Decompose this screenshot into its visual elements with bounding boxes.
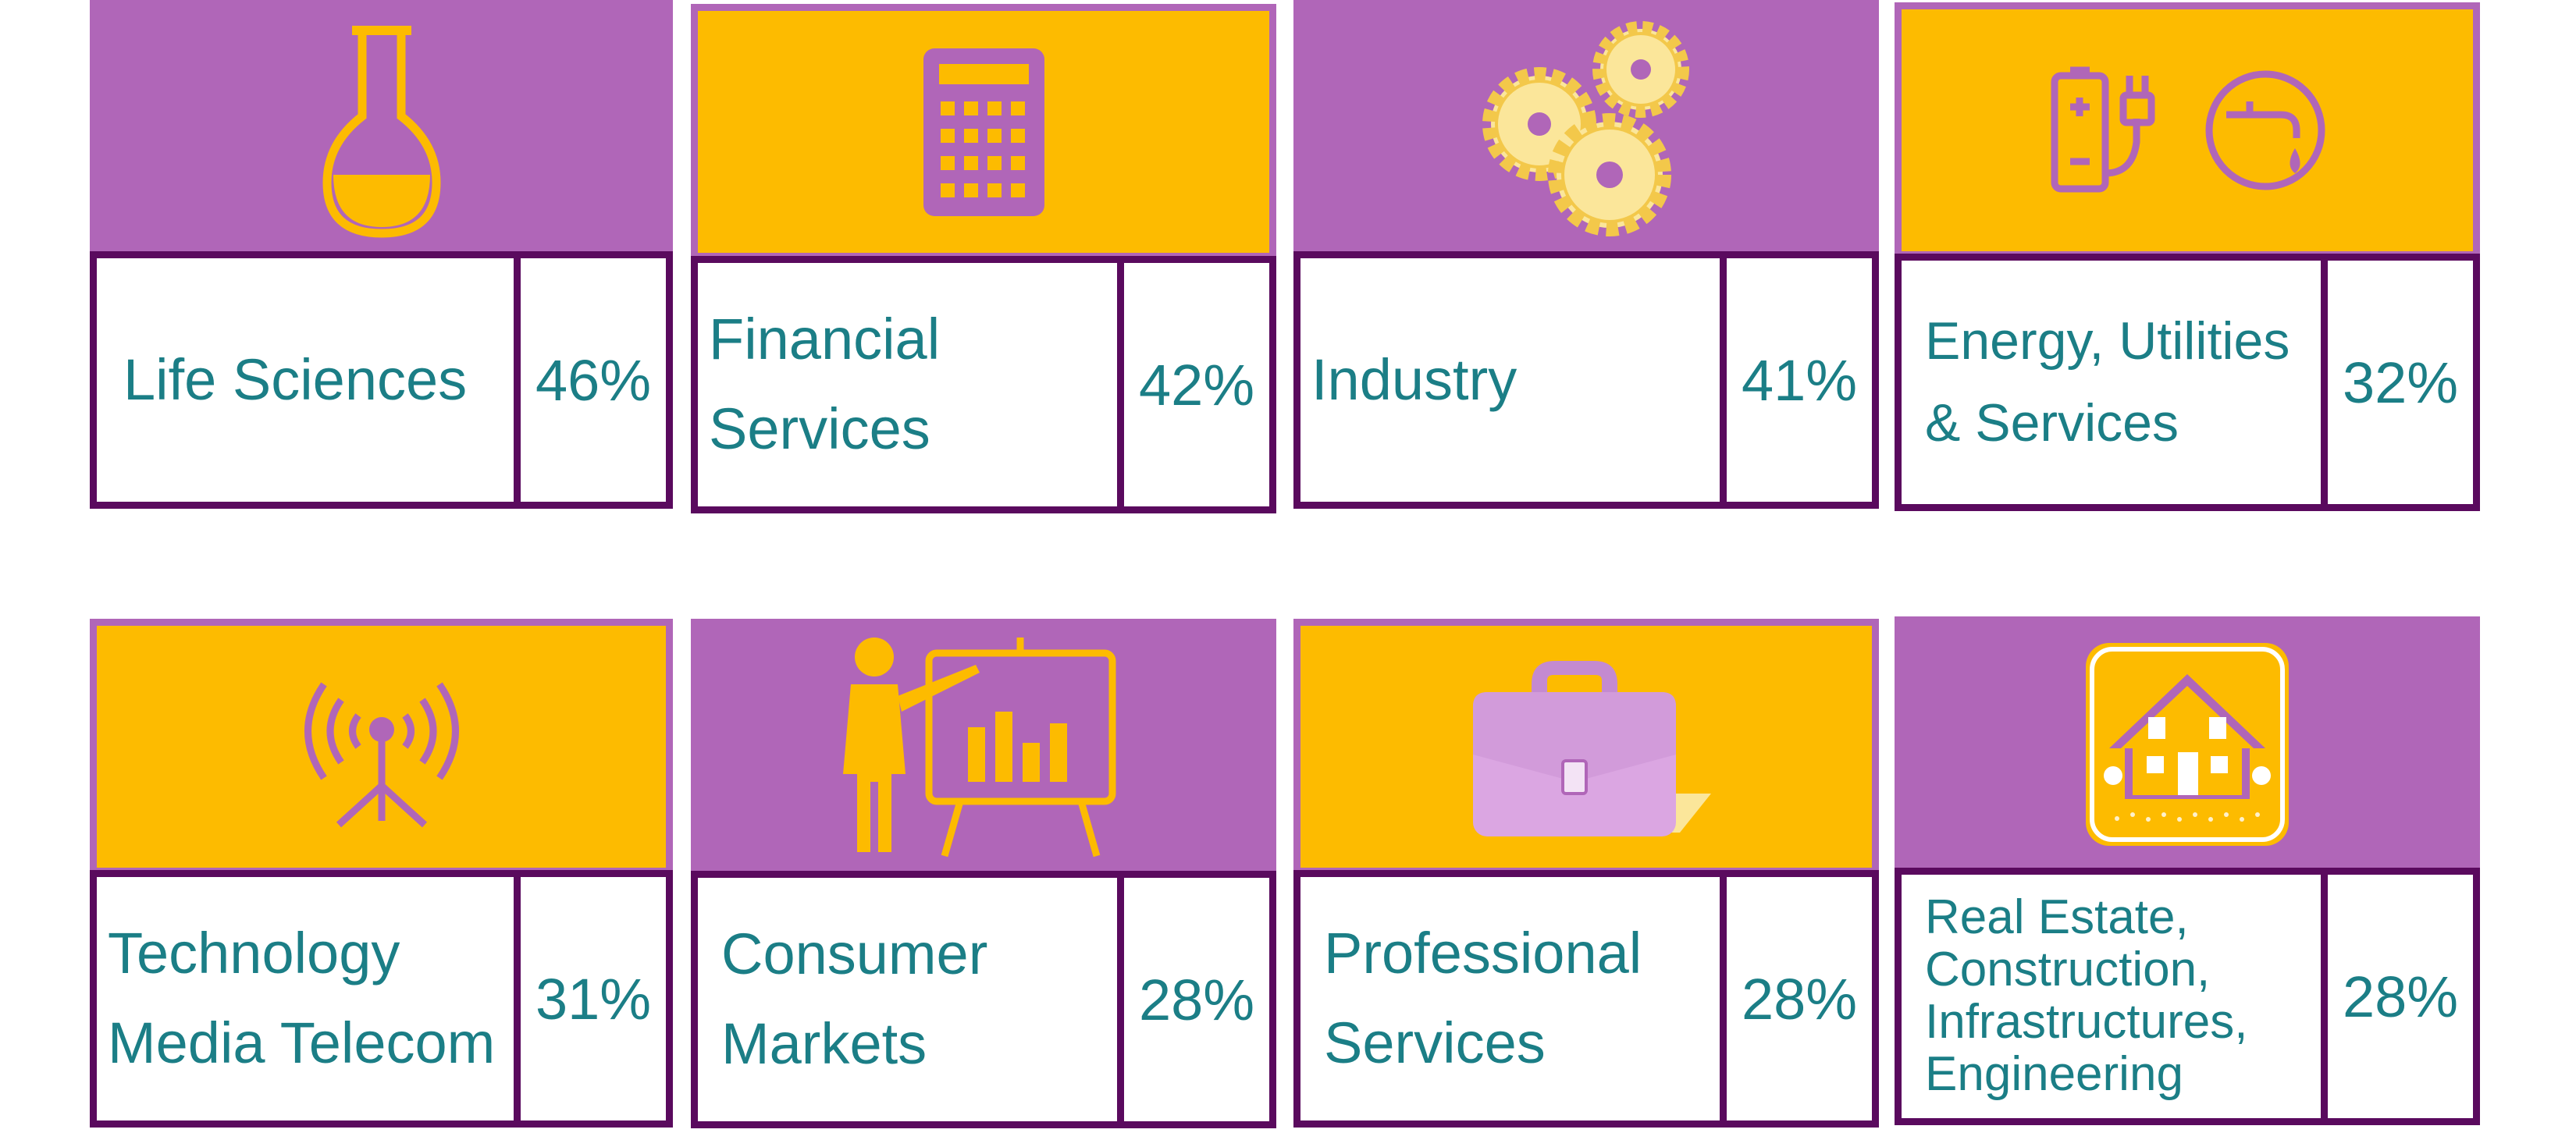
briefcase-icon [1453,645,1719,848]
sector-banner [1895,616,2480,872]
sector-info: Technology Media Telecom 31% [90,870,673,1128]
sector-percentage: 41% [1741,347,1858,413]
sector-percentage: 31% [535,966,652,1032]
calculator-icon [923,48,1044,216]
sector-percentage: 28% [1138,967,1255,1032]
sector-banner [691,619,1276,875]
presentation-icon [843,634,1124,860]
sector-info: Energy, Utilities & Services 32% [1895,254,2480,511]
battery-plug-water-icon [2047,64,2328,197]
sector-card-consumer-markets: Consumer Markets 28% [691,619,1276,1128]
sector-card-financial-services: Financial Services 42% [691,4,1276,513]
sector-banner [691,4,1276,260]
sector-card-professional-services: Professional Services 28% [1293,619,1879,1128]
sector-card-industry: Industry 41% [1293,0,1879,509]
sector-percentage: 28% [2342,964,2459,1029]
sector-name: Technology Media Telecom [97,877,521,1120]
sector-info: Real Estate, Construction, Infrastructur… [1895,868,2480,1125]
sector-name: Financial Services [698,263,1124,506]
sector-info: Professional Services 28% [1293,870,1879,1128]
sector-banner [1293,619,1879,875]
sector-info: Financial Services 42% [691,256,1276,513]
sector-info: Life Sciences 46% [90,251,673,509]
sector-card-technology-media-telecom: Technology Media Telecom 31% [90,619,673,1128]
sector-name: Energy, Utilities & Services [1902,261,2328,504]
sector-name: Industry [1300,258,1727,502]
sector-banner [1895,2,2480,258]
sector-name: Consumer Markets [698,878,1124,1121]
sector-name: Real Estate, Construction, Infrastructur… [1902,875,2328,1118]
sector-card-life-sciences: Life Sciences 46% [90,0,673,509]
house-icon [2086,643,2289,846]
sector-banner [90,619,673,875]
sector-percentage: 28% [1741,966,1858,1032]
sector-banner [90,0,673,256]
sector-card-real-estate: Real Estate, Construction, Infrastructur… [1895,616,2480,1125]
sector-banner [1293,0,1879,256]
sector-percentage: 46% [535,347,652,413]
sector-card-energy-utilities: Energy, Utilities & Services 32% [1895,2,2480,511]
sector-name: Life Sciences [97,258,521,502]
sector-info: Industry 41% [1293,251,1879,509]
sector-name: Professional Services [1300,877,1727,1120]
sector-percentage: 32% [2342,350,2459,415]
antenna-icon [296,661,468,833]
sector-percentage: 42% [1138,352,1255,417]
gears-icon [1473,15,1699,241]
sector-info: Consumer Markets 28% [691,871,1276,1128]
flask-icon [319,15,444,241]
